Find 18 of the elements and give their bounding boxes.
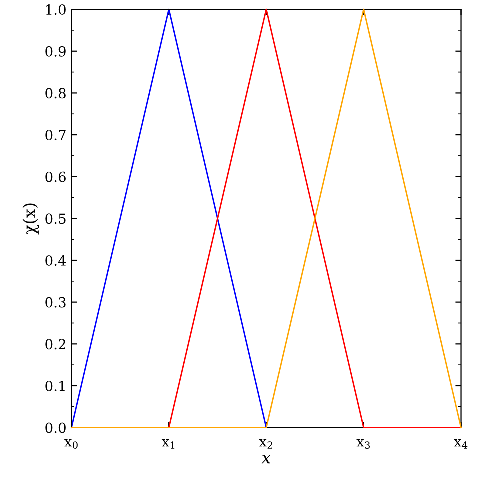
y-tick-label: 0.0 [46,422,66,434]
y-tick-label: 0.7 [46,130,66,141]
y-tick-label: 0.3 [46,297,66,308]
x-tick-label: x$_{3}$ [356,439,370,449]
x-tick-label: x$_{4}$ [454,439,468,449]
y-tick-label: 0.2 [46,339,66,350]
x-axis-title: x [262,454,271,464]
y-tick-label: 0.1 [46,380,65,392]
x-tick-label: x$_{2}$ [259,439,272,449]
y-tick-label: 0.4 [46,255,66,266]
x-tick-label: x$_{0}$ [64,439,78,449]
y-tick-label: 0.5 [46,214,66,224]
y-tick-label: 0.9 [46,46,66,57]
y-tick-label: 1.0 [46,4,66,16]
y-tick-label: 0.6 [46,172,66,182]
x-tick-label: x$_{1}$ [162,439,175,449]
y-axis-title: χ(x) [22,204,40,235]
y-tick-label: 0.8 [46,88,66,99]
